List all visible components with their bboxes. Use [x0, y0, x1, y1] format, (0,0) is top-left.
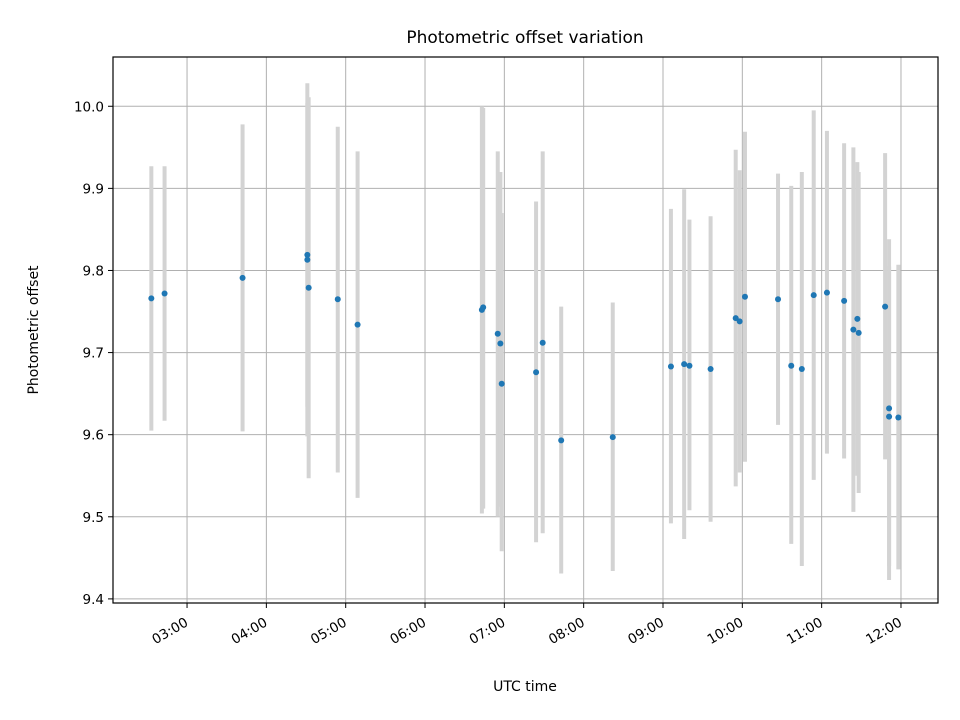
data-point	[558, 437, 565, 444]
data-point	[854, 315, 861, 322]
data-point	[882, 303, 889, 310]
x-axis-label: UTC time	[493, 679, 557, 695]
data-point	[239, 274, 246, 281]
data-point	[304, 251, 311, 258]
y-tick-label: 9.8	[83, 263, 104, 279]
data-point	[855, 329, 862, 336]
data-point	[148, 295, 155, 302]
y-tick-label: 9.5	[83, 510, 104, 526]
data-point	[850, 326, 857, 333]
data-points	[148, 251, 902, 444]
data-point	[736, 318, 743, 325]
data-point	[732, 315, 739, 322]
data-point	[354, 321, 361, 328]
y-tick-label: 10.0	[74, 99, 104, 115]
data-point	[667, 363, 674, 370]
plot-frame	[112, 56, 939, 604]
data-point	[609, 434, 616, 441]
y-axis-ticks: 9.4 9.5 9.6 9.7 9.8 9.9 10.0	[74, 99, 113, 608]
data-point	[841, 297, 848, 304]
data-point	[161, 290, 168, 297]
grid-lines	[113, 57, 938, 603]
data-point	[741, 293, 748, 300]
y-axis-label: Photometric offset	[26, 265, 42, 395]
data-point	[494, 330, 501, 337]
data-point	[686, 362, 693, 369]
chart-title: Photometric offset variation	[406, 28, 643, 48]
data-point	[681, 361, 688, 368]
data-point	[539, 339, 546, 346]
data-point	[823, 289, 830, 296]
y-tick-label: 9.7	[83, 346, 104, 362]
data-point	[895, 414, 902, 421]
data-point	[788, 362, 795, 369]
data-point	[480, 304, 487, 311]
data-point	[707, 366, 714, 372]
data-point	[798, 366, 805, 372]
data-point	[334, 296, 341, 303]
data-point	[775, 296, 782, 303]
data-point	[304, 256, 311, 263]
y-tick-label: 9.9	[83, 181, 104, 197]
data-point	[886, 405, 893, 412]
data-point	[497, 340, 504, 347]
data-point	[810, 292, 817, 299]
y-tick-label: 9.6	[83, 428, 104, 444]
data-point	[886, 413, 893, 420]
data-point	[533, 369, 540, 376]
data-point	[498, 380, 505, 387]
y-tick-label: 9.4	[83, 592, 104, 608]
data-point	[305, 284, 312, 291]
